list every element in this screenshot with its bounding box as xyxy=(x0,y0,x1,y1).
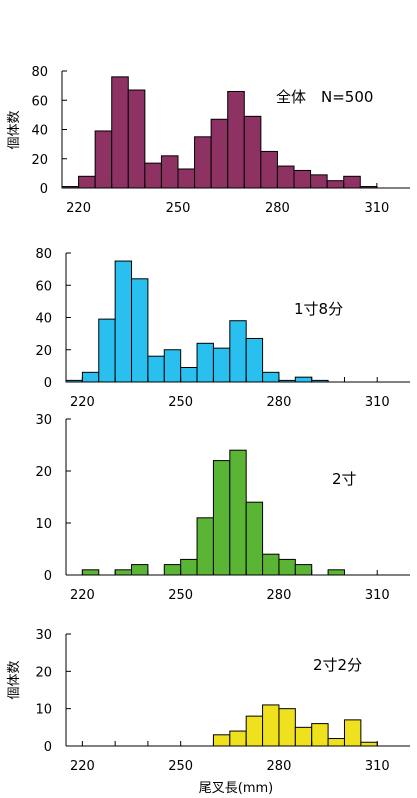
x-tick-label: 220 xyxy=(70,759,95,774)
y-axis-label: 個体数 xyxy=(7,660,22,699)
x-tick-label: 250 xyxy=(166,201,191,216)
bar-290 xyxy=(310,174,328,189)
bar-255 xyxy=(196,342,214,383)
bar-235 xyxy=(131,278,149,383)
bar-285 xyxy=(294,564,313,576)
bar-240 xyxy=(144,162,162,189)
panel-annotation: 2寸 xyxy=(332,470,357,488)
y-tick-label: 60 xyxy=(35,279,52,294)
bar-230 xyxy=(114,569,133,576)
bar-235 xyxy=(131,564,149,576)
x-axis-label: 尾叉長(mm) xyxy=(199,781,273,796)
panel-3: 0 10 20 30 220 250 280 310 2寸 xyxy=(35,413,410,603)
bar-280 xyxy=(276,165,295,189)
bar-270 xyxy=(243,115,262,189)
bar-300 xyxy=(343,719,362,747)
bar-220 xyxy=(78,175,96,189)
bar-295 xyxy=(327,569,345,576)
bar-275 xyxy=(262,704,280,747)
bar-265 xyxy=(229,320,247,383)
bar-265 xyxy=(227,90,245,189)
bar-255 xyxy=(194,136,212,189)
bar-220 xyxy=(81,371,100,383)
y-tick-label: 30 xyxy=(35,413,52,428)
x-tick-label: 280 xyxy=(267,395,292,410)
x-tick-label: 250 xyxy=(168,395,193,410)
bar-260 xyxy=(210,118,229,189)
y-tick-label: 0 xyxy=(40,182,48,197)
bar-270 xyxy=(245,501,264,576)
bar-260 xyxy=(212,460,231,576)
x-tick-label: 220 xyxy=(70,395,95,410)
y-tick-label: 0 xyxy=(44,740,52,755)
bar-250 xyxy=(180,366,198,383)
x-tick-label: 310 xyxy=(365,395,390,410)
bar-260 xyxy=(212,734,231,747)
x-tick-label: 280 xyxy=(265,201,290,216)
bar-270 xyxy=(245,337,264,383)
bar-300 xyxy=(343,175,361,189)
panel-annotation: 全体 N=500 xyxy=(276,88,373,106)
y-tick-label: 40 xyxy=(35,312,52,327)
y-tick-label: 40 xyxy=(31,124,48,139)
bar-280 xyxy=(278,708,296,747)
y-tick-label: 30 xyxy=(35,628,52,643)
x-tick-label: 250 xyxy=(168,759,193,774)
bar-295 xyxy=(327,738,345,747)
bar-305 xyxy=(360,741,378,747)
y-tick-label: 80 xyxy=(31,65,48,80)
bar-260 xyxy=(212,347,231,383)
bar-270 xyxy=(245,715,264,747)
x-tick-label: 280 xyxy=(267,759,292,774)
bar-275 xyxy=(262,553,280,576)
bar-225 xyxy=(98,318,116,383)
bar-245 xyxy=(163,564,182,576)
y-tick-label: 20 xyxy=(35,665,52,680)
bar-265 xyxy=(229,449,247,576)
y-tick-label: 0 xyxy=(44,569,52,584)
bar-220 xyxy=(81,569,100,576)
bar-235 xyxy=(127,89,146,189)
bar-265 xyxy=(229,730,247,747)
bar-285 xyxy=(293,169,312,189)
x-tick-label: 280 xyxy=(267,588,292,603)
y-tick-label: 80 xyxy=(35,247,52,262)
bar-280 xyxy=(278,558,296,576)
y-tick-label: 20 xyxy=(35,344,52,359)
y-tick-label: 10 xyxy=(35,517,52,532)
bar-275 xyxy=(260,150,278,189)
y-tick-label: 0 xyxy=(44,376,52,391)
panel-annotation: 2寸2分 xyxy=(313,656,362,674)
bar-285 xyxy=(294,376,313,383)
bar-250 xyxy=(180,558,198,576)
x-tick-label: 310 xyxy=(365,759,390,774)
x-tick-label: 220 xyxy=(66,201,91,216)
bar-285 xyxy=(294,726,313,747)
bar-225 xyxy=(94,130,113,189)
bar-295 xyxy=(326,180,345,189)
x-tick-label: 250 xyxy=(168,588,193,603)
x-tick-label: 220 xyxy=(70,588,95,603)
bar-230 xyxy=(111,76,129,189)
x-tick-label: 310 xyxy=(364,201,389,216)
panel-1: 0 20 40 60 80 220 250 280 310 全体 N=500 個体数 xyxy=(7,65,410,216)
y-tick-label: 60 xyxy=(31,94,48,109)
y-tick-label: 10 xyxy=(35,703,52,718)
y-axis-label: 個体数 xyxy=(7,110,22,149)
bar-290 xyxy=(311,723,329,747)
bar-245 xyxy=(163,349,182,383)
bar-240 xyxy=(147,355,165,383)
x-tick-label: 310 xyxy=(365,588,390,603)
bar-245 xyxy=(160,155,179,189)
panel-annotation: 1寸8分 xyxy=(294,300,343,318)
y-tick-label: 20 xyxy=(35,465,52,480)
bar-230 xyxy=(114,260,133,383)
bar-255 xyxy=(196,517,214,576)
y-tick-label: 20 xyxy=(31,153,48,168)
bar-250 xyxy=(177,168,196,189)
bar-275 xyxy=(262,371,280,383)
panel-2: 0 20 40 60 80 220 250 280 310 1寸8分 xyxy=(35,247,410,410)
